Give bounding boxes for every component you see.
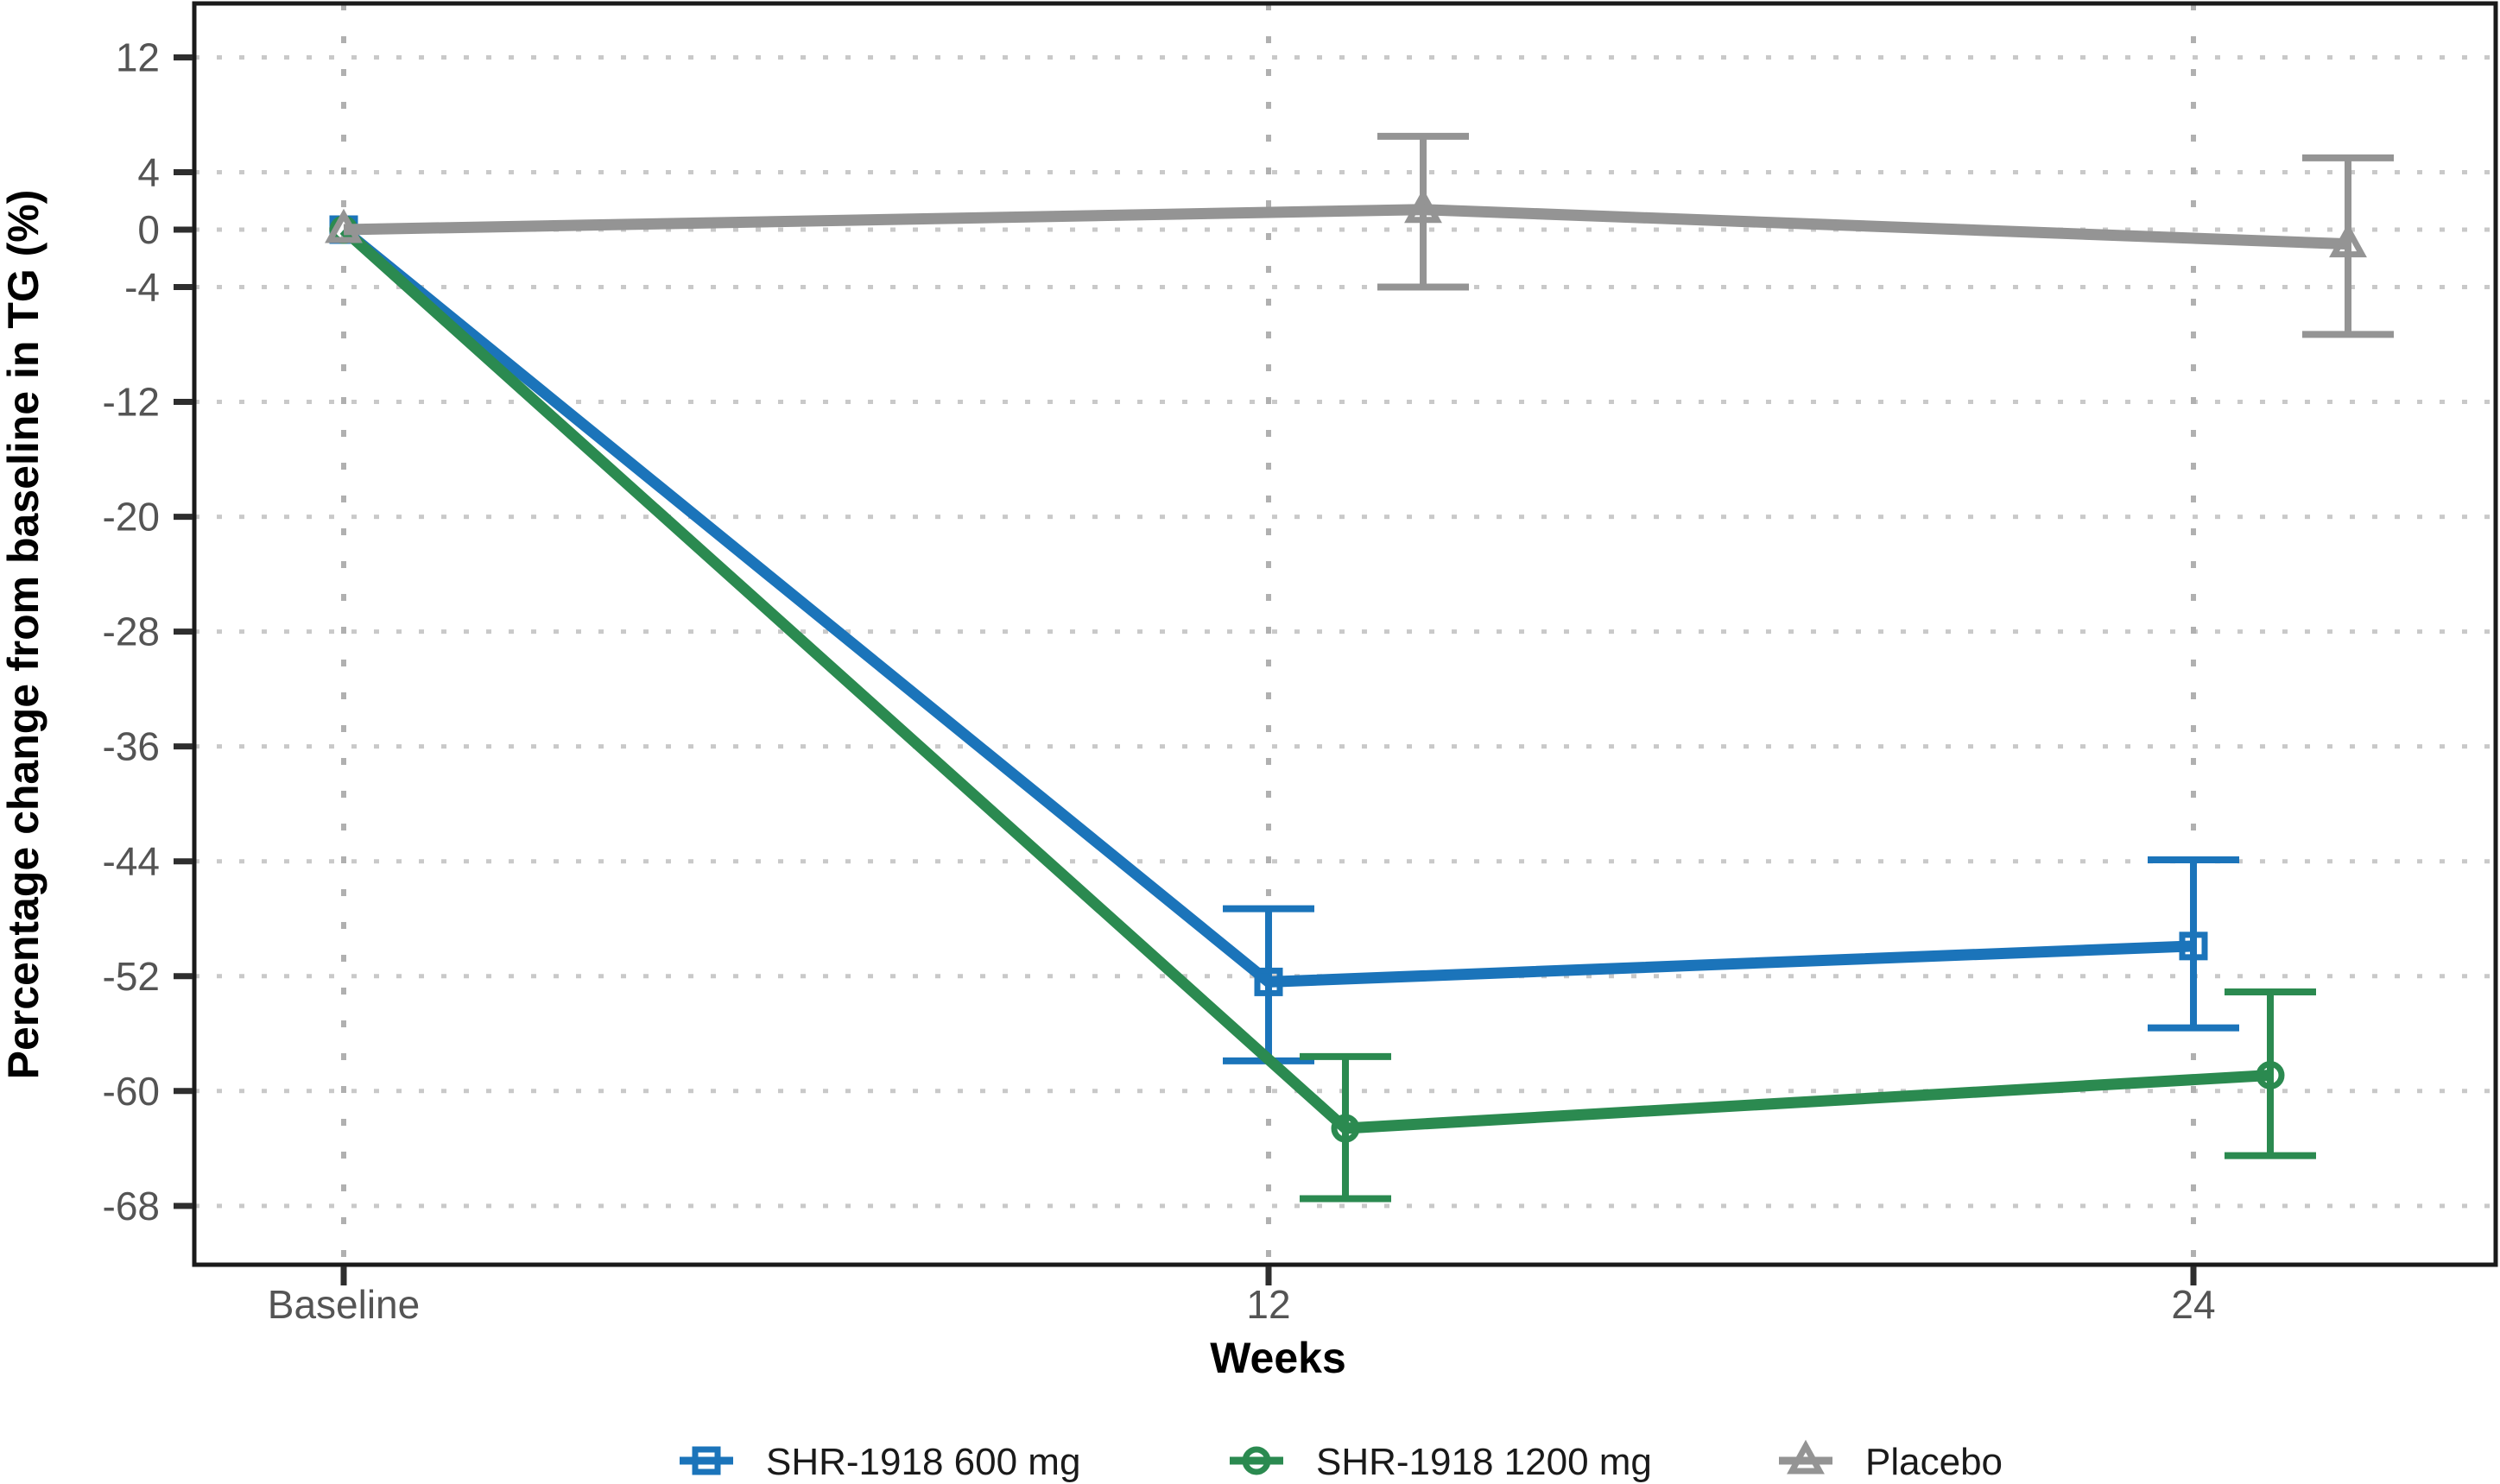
x-tick-label: 24 [2171, 1282, 2215, 1327]
series-layer [325, 132, 2394, 1203]
trend-line [339, 224, 2194, 988]
legend-key-square-marker [692, 1446, 721, 1475]
legend-label: SHR-1918 600 mg [766, 1441, 1080, 1483]
placebo-triangle-marker [1404, 188, 1442, 224]
tick-labels-layer: 12 4 0 -4 -12 -20 -28 -36 -44 -52 -60 -68 Baseline 12… [103, 35, 2216, 1327]
legend-item-shr-1918-600-mg: SHR-1918 600 mg [680, 1441, 1080, 1483]
y-tick-label: 4 [137, 149, 160, 194]
y-tick-label: -44 [103, 839, 160, 884]
trend-line [339, 225, 2271, 1134]
x-axis-title: Weeks [1210, 1334, 1346, 1382]
series-shr-1918-1200-mg [329, 215, 2316, 1203]
y-tick-label: -20 [103, 495, 160, 540]
legend-label: SHR-1918 1200 mg [1316, 1441, 1652, 1483]
shr-1918-1200-mg-circle-marker [1331, 1114, 1360, 1143]
plot-border [192, 1, 2498, 1267]
shr-1918-600-mg-square-marker [1254, 967, 1283, 996]
legend-item-placebo: Placebo [1779, 1439, 2003, 1483]
placebo-triangle-marker [2329, 223, 2367, 258]
placebo-triangle-marker [325, 208, 363, 243]
legend: SHR-1918 600 mg SHR-1918 1200 mg Placebo [680, 1439, 2003, 1483]
series-shr-1918-600-mg [329, 215, 2239, 1064]
trend-line [343, 204, 2349, 250]
y-tick-label: -12 [103, 380, 160, 425]
shr-1918-1200-mg-circle-marker [2256, 1061, 2285, 1090]
y-tick-label: -52 [103, 954, 160, 999]
series-placebo [325, 132, 2394, 338]
y-tick-label: -60 [103, 1069, 160, 1114]
legend-key-circle-marker [1242, 1446, 1271, 1475]
shr-1918-600-mg-square-marker [2179, 931, 2208, 961]
y-axis-title: Percentage change from baseline in TG (%… [0, 190, 47, 1080]
axes-layer [174, 1, 2498, 1285]
legend-item-shr-1918-1200-mg: SHR-1918 1200 mg [1230, 1441, 1652, 1483]
y-tick-label: -36 [103, 724, 160, 769]
legend-key-triangle-marker [1787, 1439, 1825, 1475]
y-tick-label: -28 [103, 609, 160, 654]
y-tick-label: 0 [137, 207, 160, 252]
x-tick-label: 12 [1246, 1282, 1290, 1327]
y-tick-label: -4 [124, 265, 160, 310]
x-tick-label: Baseline [268, 1282, 420, 1327]
legend-label: Placebo [1865, 1441, 2003, 1483]
y-tick-label: -68 [103, 1184, 160, 1228]
y-tick-label: 12 [116, 35, 160, 79]
